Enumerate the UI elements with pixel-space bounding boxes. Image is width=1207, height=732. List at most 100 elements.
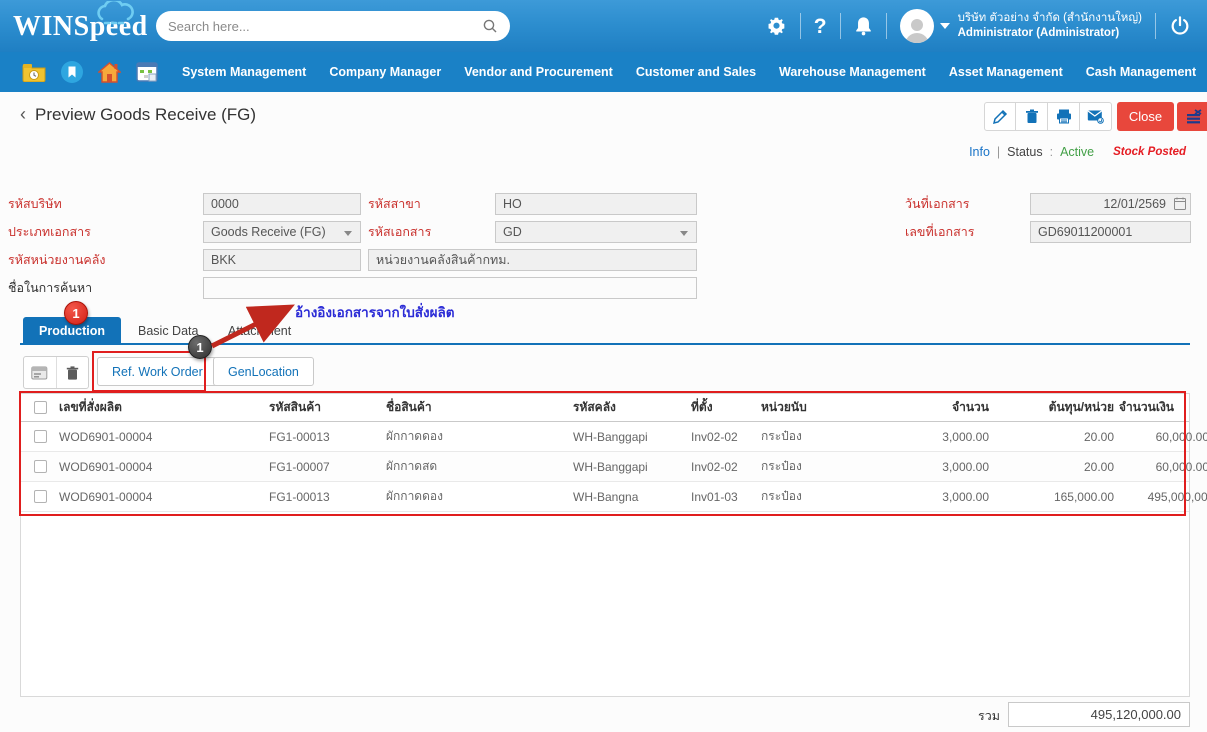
cell-warehouse: WH-Bangna	[573, 489, 639, 504]
bookmark-icon[interactable]	[61, 61, 83, 83]
cell-location: Inv02-02	[691, 429, 738, 444]
row-checkbox[interactable]	[33, 430, 47, 443]
main-nav-bar: System Management Company Manager Vendor…	[0, 52, 1207, 92]
cell-work-order: WOD6901-00004	[59, 429, 153, 444]
doc-code-label: รหัสเอกสาร	[368, 225, 432, 239]
doc-type-label: ประเภทเอกสาร	[8, 225, 91, 239]
divider	[839, 13, 841, 39]
company-name: บริษัท ตัวอย่าง จำกัด (สำนักงานใหญ่)	[957, 12, 1142, 24]
nav-item-system-management[interactable]: System Management	[182, 65, 307, 79]
cell-amount: 60,000.00	[1155, 459, 1207, 474]
nav-item-company-manager[interactable]: Company Manager	[329, 65, 442, 79]
close-all-list-button[interactable]	[1177, 102, 1207, 131]
nav-item-cash-management[interactable]: Cash Management	[1085, 65, 1197, 79]
gen-location-button[interactable]: GenLocation	[213, 357, 314, 386]
col-item-code: รหัสสินค้า	[269, 400, 321, 414]
nav-item-customer-sales[interactable]: Customer and Sales	[635, 65, 757, 79]
cell-unit-cost: 20.00	[1083, 429, 1114, 444]
grid-toolbar	[23, 356, 89, 389]
company-code-label: รหัสบริษัท	[8, 197, 62, 211]
logout-power-icon[interactable]	[1169, 15, 1191, 37]
print-button[interactable]	[1048, 102, 1080, 131]
select-all-checkbox[interactable]	[33, 401, 47, 414]
cell-warehouse: WH-Banggapi	[573, 459, 648, 474]
warehouse-unit-code-field[interactable]: BKK	[203, 249, 361, 271]
row-checkbox[interactable]	[33, 490, 47, 503]
divider	[885, 13, 887, 39]
table-row[interactable]: WOD6901-00004 FG1-00013 ผักกาดดอง WH-Ban…	[21, 482, 1207, 512]
doc-code-select[interactable]: GD	[495, 221, 697, 243]
detail-view-icon[interactable]	[24, 357, 56, 388]
doc-no-field[interactable]: GD69011200001	[1030, 221, 1191, 243]
cell-qty: 3,000.00	[942, 489, 989, 504]
notifications-bell-icon[interactable]	[854, 16, 873, 36]
action-button-group	[984, 102, 1112, 131]
page-header: ‹ Preview Goods Receive (FG)	[20, 104, 256, 125]
close-button[interactable]: Close	[1117, 102, 1174, 131]
cell-qty: 3,000.00	[942, 429, 989, 444]
recent-folder-icon[interactable]	[22, 62, 46, 82]
search-name-label: ชื่อในการค้นหา	[8, 281, 93, 295]
divider	[799, 13, 801, 39]
items-grid: เลขที่สั่งผลิต รหัสสินค้า ชื่อสินค้า รหั…	[20, 393, 1207, 697]
cell-location: Inv02-02	[691, 459, 738, 474]
delete-button[interactable]	[1016, 102, 1048, 131]
warehouse-unit-name-field[interactable]: หน่วยงานคลังสินค้ากทม.	[368, 249, 697, 271]
search-icon[interactable]	[482, 18, 498, 34]
module-menu: System Management Company Manager Vendor…	[182, 65, 1207, 79]
user-info[interactable]: บริษัท ตัวอย่าง จำกัด (สำนักงานใหญ่) Adm…	[958, 11, 1142, 41]
ref-work-order-button[interactable]: Ref. Work Order	[97, 357, 218, 386]
cell-item-code: FG1-00013	[269, 489, 330, 504]
doc-no-label: เลขที่เอกสาร	[905, 225, 975, 239]
cell-work-order: WOD6901-00004	[59, 489, 153, 504]
help-icon[interactable]: ?	[813, 14, 827, 38]
branch-code-field[interactable]: HO	[495, 193, 697, 215]
cell-unit: กระป๋อง	[761, 489, 802, 503]
status-separator: |	[996, 145, 1001, 159]
edit-button[interactable]	[984, 102, 1016, 131]
send-email-button[interactable]	[1080, 102, 1112, 131]
divider	[1155, 13, 1156, 39]
delete-row-icon[interactable]	[55, 357, 89, 388]
status-colon: :	[1049, 145, 1054, 159]
stock-posted-badge: Stock Posted	[1113, 146, 1186, 158]
row-checkbox[interactable]	[33, 460, 47, 473]
doc-date-field[interactable]: 12/01/2569	[1030, 193, 1191, 215]
settings-gear-icon[interactable]	[766, 16, 787, 37]
tab-basic-data[interactable]: Basic Data	[138, 324, 199, 338]
branch-code-label: รหัสสาขา	[368, 197, 421, 211]
cell-unit-cost: 20.00	[1083, 459, 1114, 474]
cell-item-code: FG1-00007	[269, 459, 330, 474]
nav-item-asset-management[interactable]: Asset Management	[948, 65, 1063, 79]
back-icon[interactable]: ‹	[20, 104, 26, 124]
calendar-picker-icon[interactable]	[1174, 197, 1186, 210]
caret-down-icon	[680, 231, 688, 236]
nav-item-warehouse-management[interactable]: Warehouse Management	[779, 65, 926, 79]
doc-date-label: วันที่เอกสาร	[905, 197, 970, 211]
col-location: ที่ตั้ง	[691, 400, 713, 414]
cell-warehouse: WH-Banggapi	[573, 429, 648, 444]
search-input[interactable]	[168, 18, 482, 34]
annotation-note: อ้างอิงเอกสารจากใบสั่งผลิต	[295, 305, 455, 320]
page-title: Preview Goods Receive (FG)	[35, 104, 257, 124]
search-name-field[interactable]	[203, 277, 697, 299]
chevron-down-icon[interactable]	[939, 23, 950, 29]
table-row[interactable]: WOD6901-00004 FG1-00013 ผักกาดดอง WH-Ban…	[21, 422, 1207, 452]
doc-type-select[interactable]: Goods Receive (FG)	[203, 221, 361, 243]
info-link[interactable]: Info	[969, 145, 990, 159]
tab-attachment[interactable]: Attachment	[228, 324, 292, 338]
warehouse-unit-label: รหัสหน่วยงานคลัง	[8, 253, 106, 267]
col-qty: จำนวน	[952, 400, 989, 414]
nav-item-vendor-procurement[interactable]: Vendor and Procurement	[464, 65, 613, 79]
cell-unit: กระป๋อง	[761, 459, 802, 473]
calendar-icon[interactable]	[136, 62, 158, 82]
tab-production[interactable]: Production	[23, 317, 121, 345]
company-code-field[interactable]: 0000	[203, 193, 361, 215]
home-icon[interactable]	[98, 61, 121, 83]
status-label: Status	[1007, 145, 1043, 159]
cell-item-name: ผักกาดดอง	[386, 489, 443, 503]
table-row[interactable]: WOD6901-00004 FG1-00007 ผักกาดสด WH-Bang…	[21, 452, 1207, 482]
annotation-badge-1: 1	[64, 301, 88, 325]
user-avatar[interactable]	[899, 9, 934, 43]
